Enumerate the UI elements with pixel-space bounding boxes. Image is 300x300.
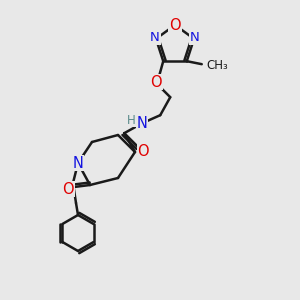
Text: O: O	[150, 75, 162, 90]
Text: N: N	[73, 155, 83, 170]
Text: O: O	[169, 17, 181, 32]
Text: H: H	[127, 114, 136, 127]
Text: N: N	[190, 31, 200, 44]
Text: CH₃: CH₃	[207, 59, 229, 72]
Text: N: N	[150, 31, 160, 44]
Text: O: O	[137, 144, 149, 159]
Text: O: O	[62, 182, 74, 196]
Text: N: N	[137, 116, 148, 131]
